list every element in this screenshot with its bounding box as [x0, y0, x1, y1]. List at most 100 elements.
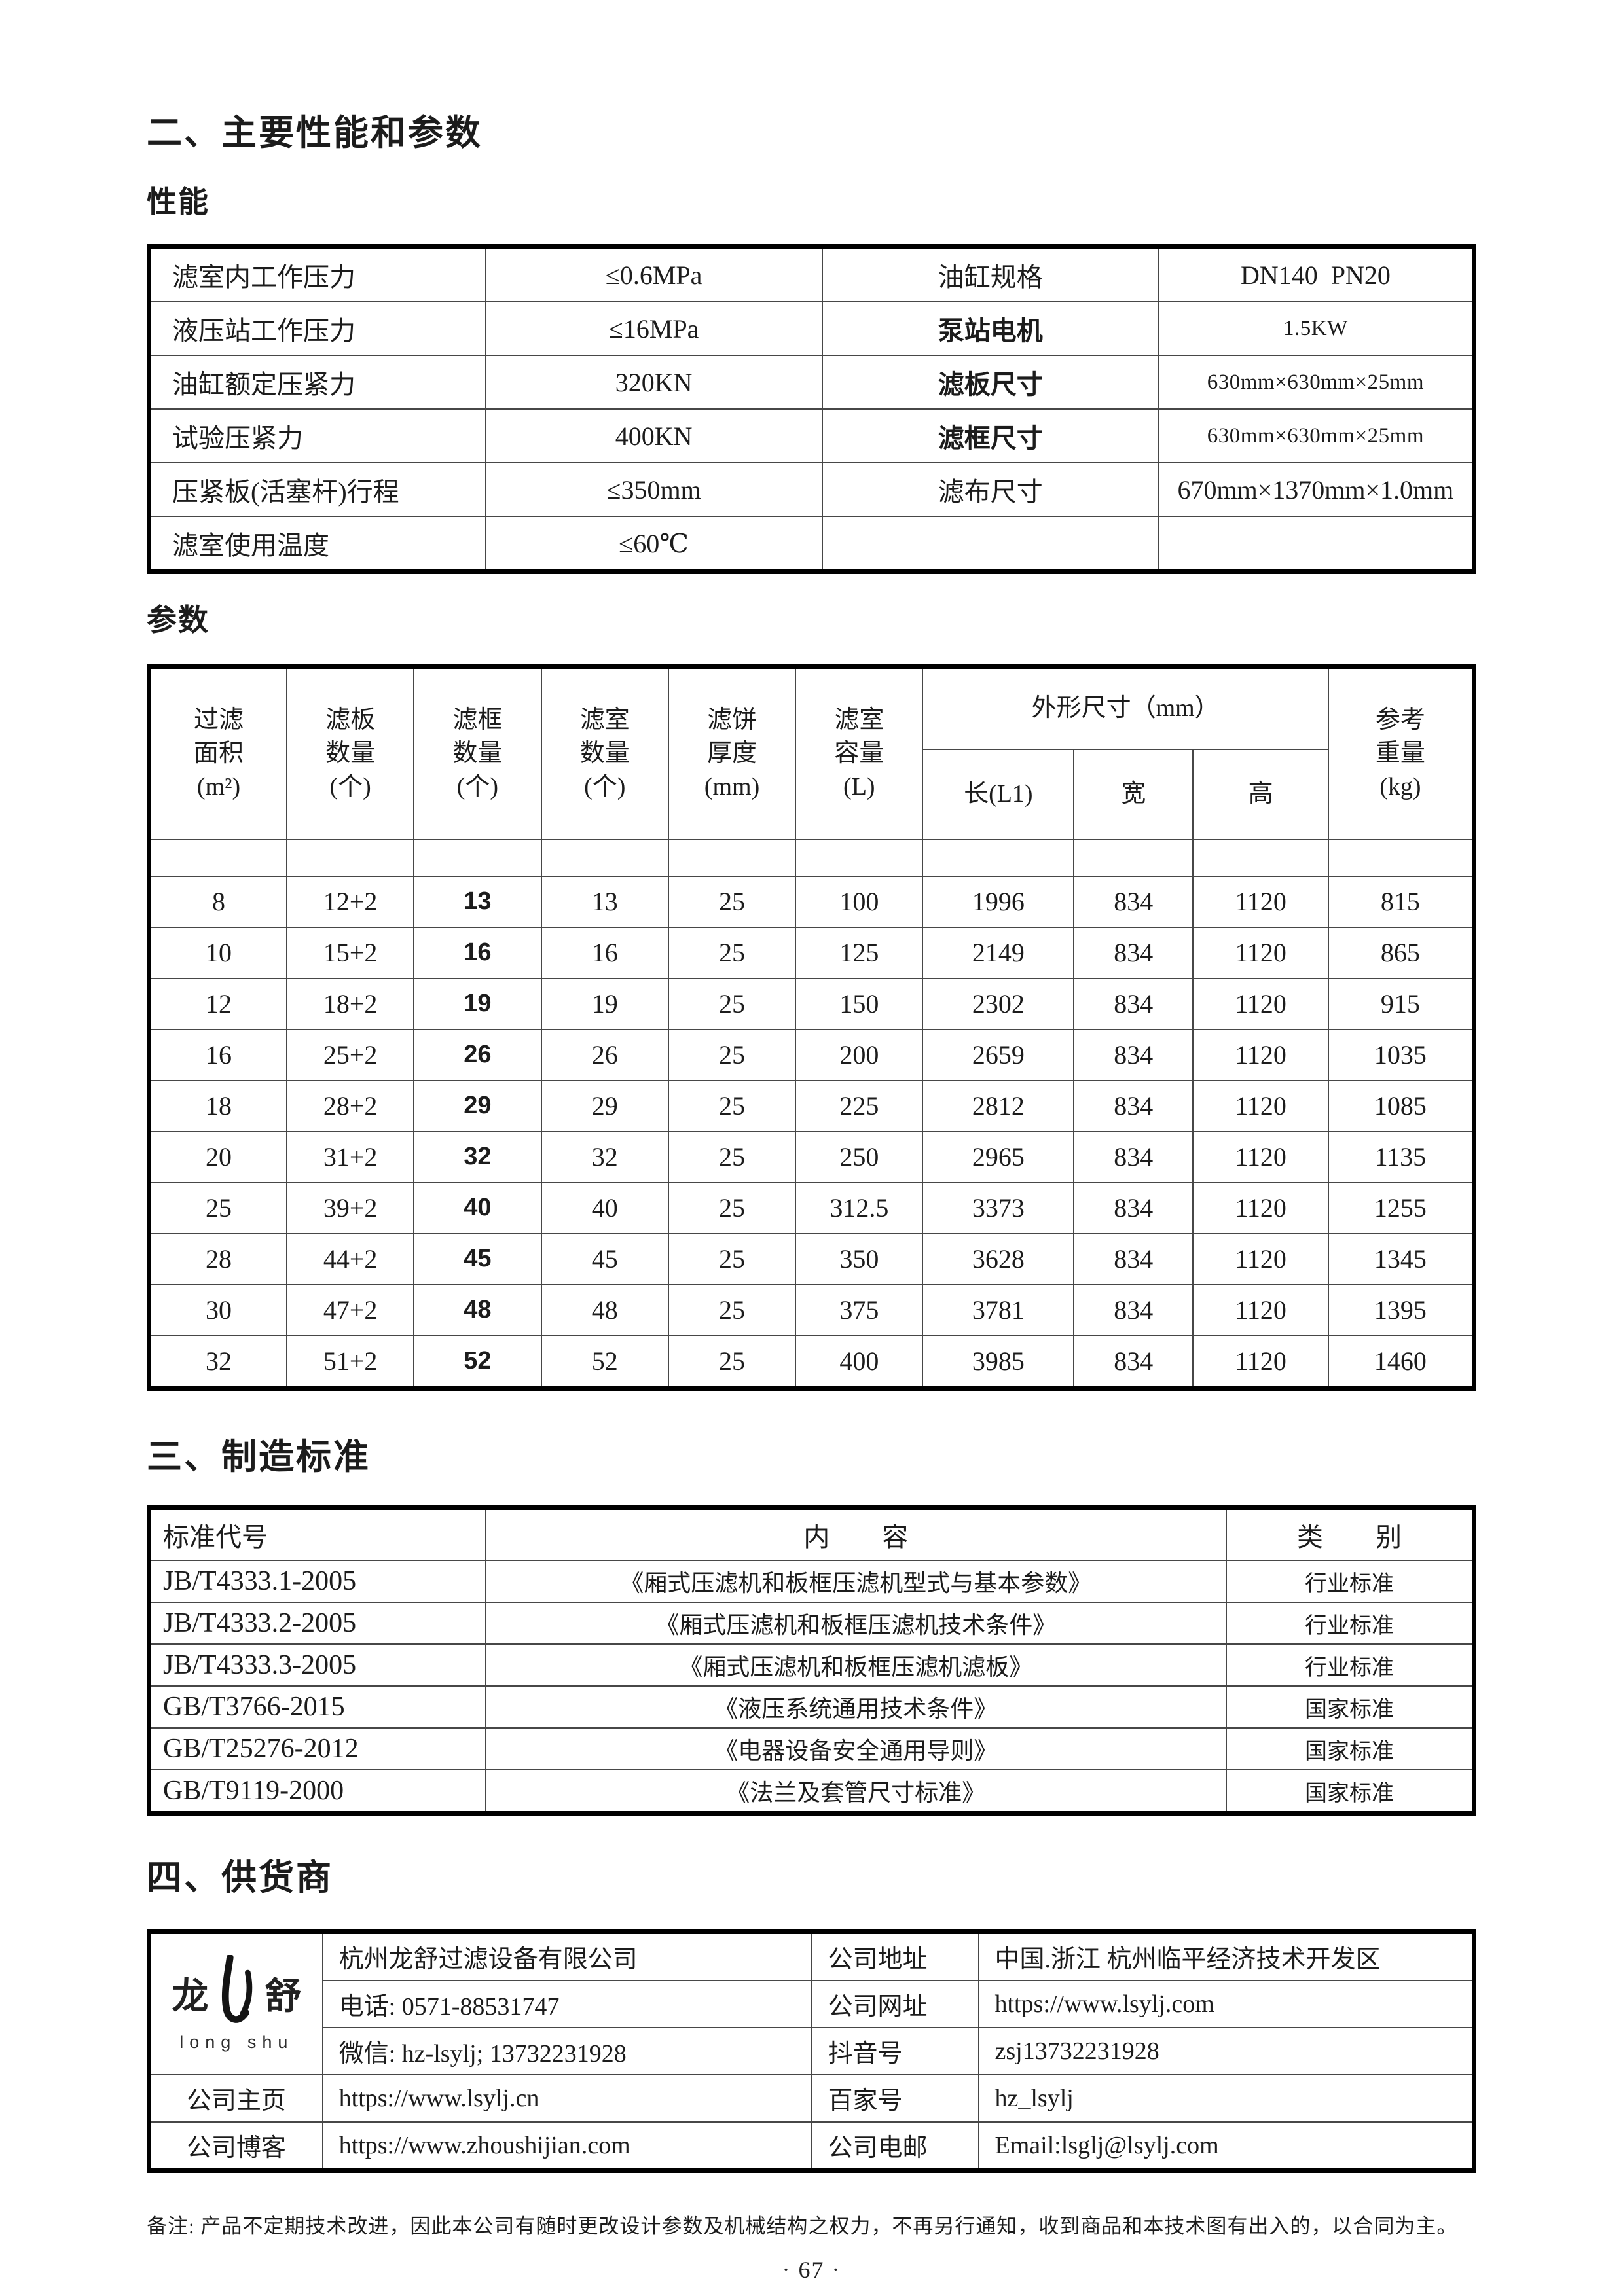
- param-cell-chamber-count: 48: [540, 1283, 669, 1336]
- standards-row: GB/T9119-2000 《法兰及套管尺寸标准》 国家标准: [148, 1769, 1475, 1814]
- perf-left-value: ≤16MPa: [484, 301, 823, 356]
- param-cell-chamber-volume: 200: [795, 1028, 924, 1081]
- perf-right-value: [1158, 516, 1475, 573]
- standards-header-content: 内 容: [484, 1507, 1228, 1561]
- param-cell-filter-area: 20: [148, 1130, 287, 1183]
- param-cell-width: 834: [1073, 1335, 1194, 1389]
- standards-header-code: 标准代号: [148, 1507, 486, 1561]
- param-cell-plate-count: 39+2: [285, 1181, 415, 1234]
- param-cell-height: 1120: [1192, 1181, 1329, 1234]
- param-cell-height: 1120: [1192, 1130, 1329, 1183]
- standard-category: 国家标准: [1226, 1727, 1475, 1770]
- param-cell-length: 2149: [922, 926, 1075, 979]
- param-cell-cake-thickness: 25: [667, 1130, 797, 1183]
- param-cell-chamber-count: 26: [540, 1028, 669, 1081]
- param-cell-width: 834: [1073, 875, 1194, 928]
- param-header-filter-area: 过滤 面积 (m²): [148, 666, 287, 840]
- supplier-email-value: Email:lsglj@lsylj.com: [977, 2121, 1475, 2171]
- param-header-frame-count: 滤框 数量 (个): [413, 666, 542, 840]
- param-cell-height: 1120: [1192, 926, 1329, 979]
- perf-right-value: 630mm×630mm×25mm: [1158, 408, 1475, 463]
- perf-left-value: 400KN: [484, 408, 823, 463]
- param-row: 18 28+2 29 29 25 225 2812 834 1120 1085: [148, 1079, 1475, 1132]
- performance-table: 滤室内工作压力 ≤0.6MPa 油缸规格 DN140 PN20 液压站工作压力 …: [147, 244, 1476, 574]
- param-cell-plate-count: 12+2: [285, 875, 415, 928]
- param-cell-height: 1120: [1192, 1232, 1329, 1285]
- param-cell-plate-count: 18+2: [285, 977, 415, 1030]
- supplier-logo: 龙 舒 long shu: [148, 1931, 323, 2075]
- standard-category: 行业标准: [1226, 1602, 1475, 1645]
- param-empty-cell: [1192, 838, 1329, 877]
- standards-table-body: JB/T4333.1-2005 《厢式压滤机和板框压滤机型式与基本参数》 行业标…: [148, 1560, 1475, 1814]
- perf-right-label: 滤框尺寸: [821, 408, 1159, 463]
- param-cell-length: 2812: [922, 1079, 1075, 1132]
- param-cell-frame-count: 52: [413, 1335, 542, 1389]
- supplier-company-name: 杭州龙舒过滤设备有限公司: [321, 1931, 812, 1981]
- param-cell-chamber-volume: 225: [795, 1079, 924, 1132]
- supplier-blog-value: https://www.zhoushijian.com: [321, 2121, 812, 2171]
- perf-left-label: 滤室内工作压力: [148, 245, 486, 302]
- param-row: 32 51+2 52 52 25 400 3985 834 1120 1460: [148, 1335, 1475, 1389]
- param-cell-chamber-count: 29: [540, 1079, 669, 1132]
- supplier-homepage-label: 公司主页: [148, 2073, 323, 2123]
- param-cell-filter-area: 25: [148, 1181, 287, 1234]
- standards-table-header: 标准代号 内 容 类 别: [148, 1507, 1475, 1561]
- param-cell-length: 1996: [922, 875, 1075, 928]
- performance-table-body: 滤室内工作压力 ≤0.6MPa 油缸规格 DN140 PN20 液压站工作压力 …: [148, 245, 1475, 573]
- param-cell-length: 3373: [922, 1181, 1075, 1234]
- standard-content: 《法兰及套管尺寸标准》: [484, 1769, 1228, 1814]
- param-header-chamber-count: 滤室 数量 (个): [540, 666, 669, 840]
- standard-code: JB/T4333.1-2005: [148, 1560, 486, 1603]
- perf-left-value: ≤0.6MPa: [484, 245, 823, 302]
- param-cell-plate-count: 25+2: [285, 1028, 415, 1081]
- standard-category: 行业标准: [1226, 1643, 1475, 1687]
- perf-left-label: 滤室使用温度: [148, 516, 486, 573]
- param-header-ref-weight: 参考 重量 (kg): [1327, 666, 1475, 840]
- param-empty-cell: [285, 838, 415, 877]
- supplier-address-label: 公司地址: [811, 1931, 979, 1981]
- standards-header-category: 类 别: [1226, 1507, 1475, 1561]
- standard-code: GB/T9119-2000: [148, 1769, 486, 1814]
- param-cell-chamber-volume: 400: [795, 1335, 924, 1389]
- perf-left-label: 压紧板(活塞杆)行程: [148, 462, 486, 517]
- param-cell-ref-weight: 1255: [1327, 1181, 1475, 1234]
- standard-category: 行业标准: [1226, 1560, 1475, 1603]
- page-number: · 67 ·: [782, 2256, 841, 2283]
- standards-row: JB/T4333.2-2005 《厢式压滤机和板框压滤机技术条件》 行业标准: [148, 1602, 1475, 1645]
- standard-code: GB/T25276-2012: [148, 1727, 486, 1770]
- supplier-phone: 电话: 0571-88531747: [321, 1979, 812, 2028]
- param-empty-cell: [1327, 838, 1475, 877]
- param-cell-chamber-count: 16: [540, 926, 669, 979]
- supplier-homepage-value: https://www.lsylj.cn: [321, 2073, 812, 2123]
- standard-content: 《液压系统通用技术条件》: [484, 1685, 1228, 1729]
- supplier-wechat: 微信: hz-lsylj; 13732231928: [321, 2026, 812, 2075]
- supplier-table: 龙 舒 long shu 杭州龙舒过滤设备有限公司 公司地址 中国.浙江 杭州临…: [147, 1929, 1476, 2173]
- param-cell-filter-area: 32: [148, 1335, 287, 1389]
- param-cell-frame-count: 26: [413, 1028, 542, 1081]
- performance-row: 液压站工作压力 ≤16MPa 泵站电机 1.5KW: [148, 301, 1475, 356]
- param-row: 8 12+2 13 13 25 100 1996 834 1120 815: [148, 875, 1475, 928]
- supplier-row: 电话: 0571-88531747 公司网址 https://www.lsylj…: [149, 1979, 1475, 2028]
- perf-right-label: 油缸规格: [821, 245, 1159, 302]
- param-cell-plate-count: 44+2: [285, 1232, 415, 1285]
- param-header-plate-count: 滤板 数量 (个): [285, 666, 415, 840]
- param-row: 30 47+2 48 48 25 375 3781 834 1120 1395: [148, 1283, 1475, 1336]
- param-cell-chamber-volume: 100: [795, 875, 924, 928]
- standards-title: 三、制造标准: [147, 1437, 371, 1477]
- param-cell-height: 1120: [1192, 875, 1329, 928]
- param-cell-height: 1120: [1192, 1283, 1329, 1336]
- param-empty-cell: [540, 838, 669, 877]
- perf-right-label: 滤板尺寸: [821, 355, 1159, 410]
- perf-right-value: 670mm×1370mm×1.0mm: [1158, 462, 1475, 517]
- supplier-row: 微信: hz-lsylj; 13732231928 抖音号 zsj1373223…: [149, 2026, 1475, 2075]
- param-cell-width: 834: [1073, 1181, 1194, 1234]
- performance-row: 油缸额定压紧力 320KN 滤板尺寸 630mm×630mm×25mm: [148, 355, 1475, 410]
- param-cell-ref-weight: 1085: [1327, 1079, 1475, 1132]
- param-cell-frame-count: 48: [413, 1283, 542, 1336]
- logo-char-shu: 舒: [264, 1976, 302, 2017]
- param-spacer-row: [148, 838, 1475, 877]
- param-cell-cake-thickness: 25: [667, 926, 797, 979]
- footnote: 备注: 产品不定期技术改进，因此本公司有随时更改设计参数及机械结构之权力，不再另…: [147, 2214, 1458, 2238]
- param-header-cake-thickness: 滤饼 厚度 (mm): [667, 666, 797, 840]
